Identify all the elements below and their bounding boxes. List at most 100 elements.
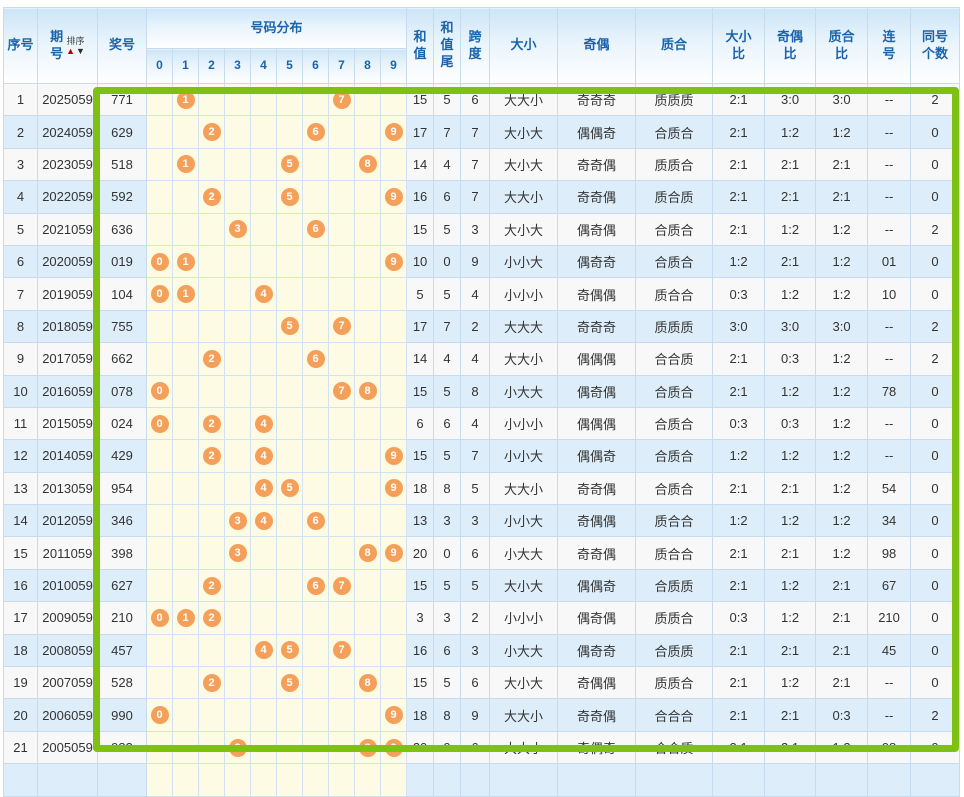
period-number: 2013059 [37,471,98,506]
digit-cell-7 [328,730,355,765]
digit-cell-6 [302,439,329,473]
digit-ball: 3 [228,511,247,530]
digit-cell-4 [250,666,277,700]
row-number: 2 [3,115,38,149]
digit-cell-3 [224,601,251,635]
digit-cell-9 [379,277,408,311]
digit-ball: 9 [384,738,403,757]
digit-header-8: 8 [354,48,381,84]
odd-even-ratio: 1:2 [764,568,817,603]
digit-cell-9 [379,601,408,635]
sum-tail-value: 5 [433,439,462,473]
digit-cell-3 [224,82,251,117]
digit-header-9: 9 [379,48,408,84]
digit-ball: 5 [280,187,299,206]
consecutive-value: -- [867,180,912,214]
prime-composite-ratio: 3:0 [815,309,869,344]
digit-cell-9 [379,374,408,408]
sort-asc-icon[interactable]: ▲ [66,45,75,56]
prime-composite-ratio: 1:2 [815,406,869,441]
digit-cell-5 [276,730,303,765]
digit-ball: 6 [306,511,325,530]
big-small-ratio: 2:1 [712,342,766,376]
sum-value: 13 [406,504,435,538]
digit-ball: 2 [202,414,221,433]
digit-cell-3: 3 [224,212,251,246]
digit-ball: 5 [280,673,299,692]
digit-cell-1 [172,406,199,441]
digit-cell-0 [146,504,173,538]
empty-cell [354,763,381,797]
table-header: 序号 期 号 排序 ▲ ▼ 奖号 号码分布 和 值 和 值 尾 跨 度 [3,7,961,84]
table-row: 13 2013059 954 4 5 9 18 8 5 大大小 奇奇偶 合质合 2:1 2:1 1:2 54 0 [3,471,961,506]
big-small-pattern: 小小大 [489,504,559,538]
prize-number: 518 [97,147,147,182]
digit-cell-7 [328,180,355,214]
digit-cell-4 [250,309,277,344]
row-number: 13 [3,471,38,506]
sum-value: 17 [406,115,435,149]
digit-ball: 4 [254,511,273,530]
empty-cell [146,763,173,797]
prize-number: 104 [97,277,147,311]
big-small-pattern: 大大小 [489,698,559,732]
table-row: 3 2023059 518 1 5 8 14 4 7 大小大 奇奇偶 质质合 2:1 2:1 2:1 -- 0 [3,147,961,182]
digit-cell-7: 7 [328,568,355,603]
consecutive-value: -- [867,698,912,732]
prize-number: 636 [97,212,147,246]
digit-ball: 0 [150,414,169,433]
same-count-value: 0 [910,244,961,279]
period-number: 2016059 [37,374,98,408]
row-number: 1 [3,82,38,117]
sum-tail-value: 6 [433,406,462,441]
digit-ball: 6 [306,220,325,239]
table-row: 8 2018059 755 5 7 17 7 2 大大大 奇奇奇 质质质 3:0 3:0 3:0 -- 2 [3,309,961,344]
consecutive-value: 34 [867,504,912,538]
digit-cell-6 [302,180,329,214]
sum-value: 17 [406,309,435,344]
period-number: 2018059 [37,309,98,344]
prize-number: 983 [97,730,147,765]
odd-even-pattern: 奇奇偶 [557,147,637,182]
digit-ball: 2 [202,187,221,206]
span-value: 3 [460,504,491,538]
sort-control[interactable]: 排序 ▲ ▼ [66,36,85,56]
digit-cell-8 [354,180,381,214]
period-number: 2022059 [37,180,98,214]
empty-cell [635,763,714,797]
big-small-ratio: 2:1 [712,471,766,506]
prize-number: 592 [97,180,147,214]
digit-cell-0: 0 [146,698,173,732]
row-number: 17 [3,601,38,635]
digit-cell-1 [172,439,199,473]
digit-ball: 7 [332,382,351,401]
digit-cell-3: 3 [224,536,251,570]
row-number: 19 [3,666,38,700]
sum-value: 18 [406,471,435,506]
table-row: 10 2016059 078 0 7 8 15 5 8 小大大 偶奇偶 合质合 2:1 1:2 1:2 78 0 [3,374,961,408]
sort-desc-icon[interactable]: ▼ [76,45,85,56]
digit-ball: 8 [358,673,377,692]
sum-value: 15 [406,666,435,700]
digit-cell-7: 7 [328,374,355,408]
empty-cell [815,763,869,797]
col-header-consecutive: 连 号 [867,7,912,84]
period-number: 2019059 [37,277,98,311]
big-small-ratio: 2:1 [712,82,766,117]
digit-cell-8 [354,698,381,732]
sum-value: 15 [406,374,435,408]
sum-tail-value: 6 [433,180,462,214]
digit-cell-7 [328,277,355,311]
prize-number: 429 [97,439,147,473]
digit-header-0: 0 [146,48,173,84]
big-small-ratio: 2:1 [712,698,766,732]
digit-ball: 8 [358,382,377,401]
prime-composite-ratio: 0:3 [815,698,869,732]
period-number: 2014059 [37,439,98,473]
same-count-value: 0 [910,666,961,700]
empty-cell [276,763,303,797]
digit-cell-5 [276,115,303,149]
digit-ball: 8 [358,738,377,757]
digit-ball: 5 [280,479,299,498]
row-number: 3 [3,147,38,182]
